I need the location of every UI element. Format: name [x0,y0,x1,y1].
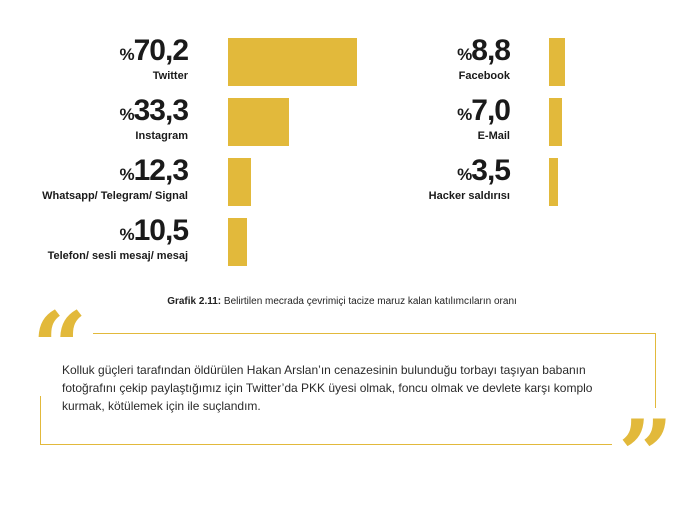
value-label: %3,5 [320,154,511,188]
category-label: Hacker saldırısı [428,190,510,202]
bar [549,158,558,206]
value-number: 7,0 [471,94,511,127]
percent-sign: % [119,225,134,244]
percent-sign: % [457,165,472,184]
open-quote-icon: “ [26,300,94,396]
category-label: Whatsapp/ Telegram/ Signal [42,190,188,202]
category-label: Instagram [135,130,188,142]
category-label: Facebook [458,70,510,82]
value-label: %10,5 [0,214,189,248]
quote-text: Kolluk güçleri tarafından öldürülen Haka… [62,363,593,413]
category-label: Telefon/ sesli mesaj/ mesaj [47,250,188,262]
bar [228,218,247,266]
percent-sign: % [119,165,134,184]
category-label: Twitter [152,70,188,82]
value-number: 70,2 [133,34,189,67]
value-label: %70,2 [0,34,189,68]
bar [228,98,289,146]
bar [549,38,565,86]
category-label: E-Mail [477,130,510,142]
value-number: 3,5 [471,154,511,187]
value-number: 8,8 [471,34,511,67]
value-number: 33,3 [133,94,189,127]
percent-sign: % [119,105,134,124]
chart-caption: Grafik 2.11: Belirtilen mecrada çevrimiç… [0,296,684,307]
value-label: %8,8 [320,34,511,68]
caption-text: Belirtilen mecrada çevrimiçi tacize maru… [221,296,517,307]
bar [549,98,562,146]
bar [228,158,251,206]
percent-sign: % [457,45,472,64]
percent-sign: % [457,105,472,124]
bar [228,38,357,86]
percent-sign: % [119,45,134,64]
value-number: 10,5 [133,214,189,247]
value-label: %7,0 [320,94,511,128]
caption-prefix: Grafik 2.11: [167,296,222,307]
close-quote-icon: ” [612,408,680,504]
value-label: %12,3 [0,154,189,188]
value-label: %33,3 [0,94,189,128]
value-number: 12,3 [133,154,189,187]
